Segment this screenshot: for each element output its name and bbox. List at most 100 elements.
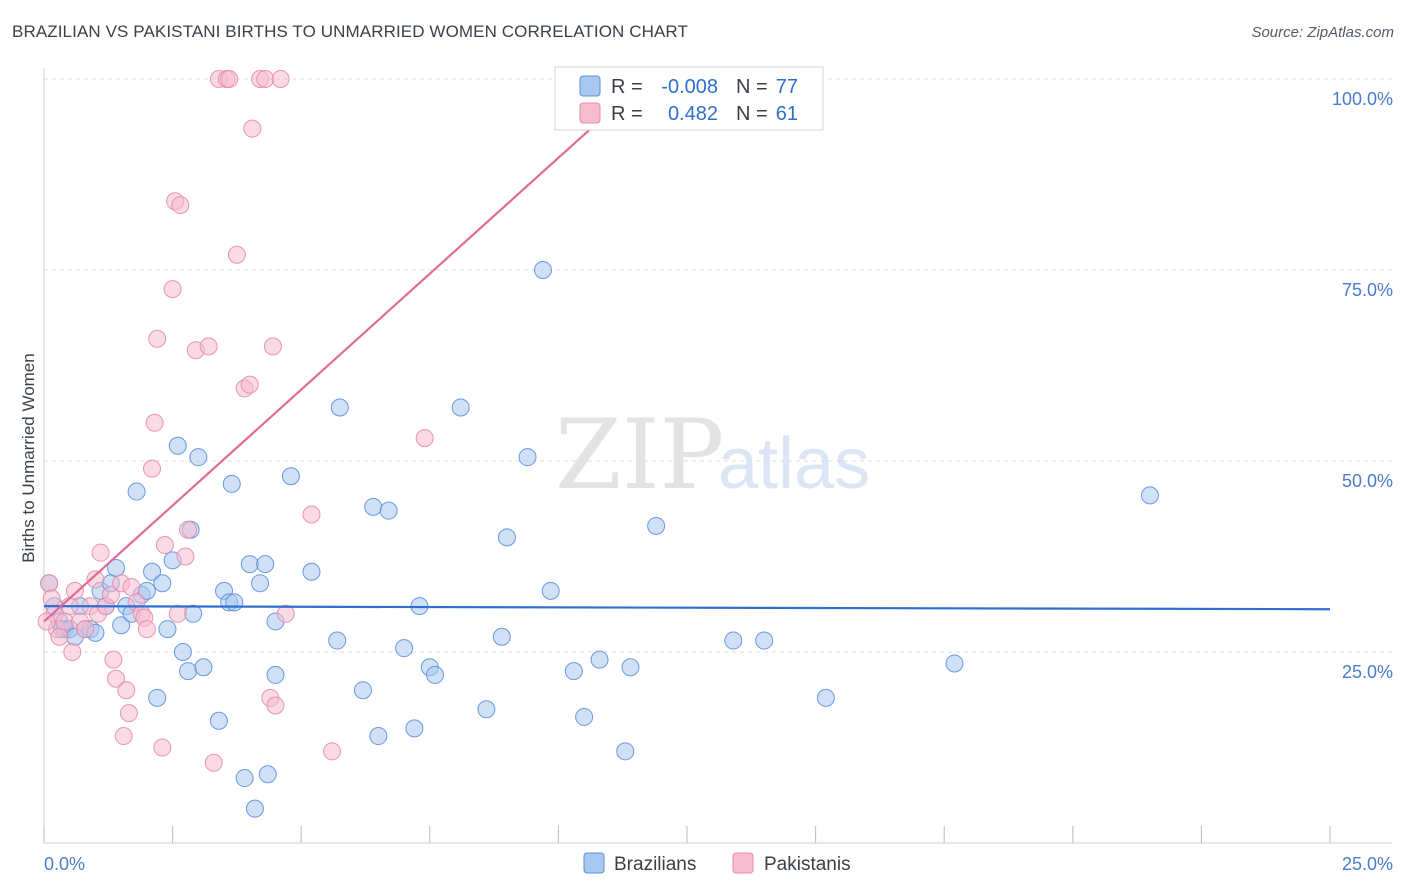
point-brazilians-70 — [621, 658, 640, 677]
point-brazilians-59 — [451, 398, 470, 417]
point-pakistanis-55 — [276, 604, 295, 623]
point-brazilians-62 — [497, 528, 516, 547]
point-pakistanis-28 — [143, 459, 162, 478]
trendline-brazilians — [43, 605, 1331, 611]
point-pakistanis-18 — [107, 669, 126, 688]
point-pakistanis-30 — [148, 329, 167, 348]
point-brazilians-52 — [369, 727, 388, 746]
point-pakistanis-37 — [176, 547, 195, 566]
point-pakistanis-48 — [243, 119, 262, 138]
point-brazilians-50 — [353, 681, 372, 700]
point-pakistanis-23 — [122, 578, 141, 597]
point-brazilians-55 — [405, 719, 424, 738]
point-pakistanis-52 — [263, 337, 282, 356]
point-brazilians-45 — [266, 665, 285, 684]
stats-swatch-brazilians — [579, 75, 601, 97]
point-brazilians-21 — [143, 562, 162, 581]
point-brazilians-73 — [755, 631, 774, 650]
point-pakistanis-35 — [168, 604, 187, 623]
legend-label-brazilians: Brazilians — [614, 854, 696, 875]
y-tick-label-100: 100.0% — [1332, 89, 1393, 109]
point-pakistanis-14 — [91, 543, 110, 562]
y-tick-labels: 25.0% 50.0% 75.0% 100.0% — [1332, 89, 1393, 682]
chart-title: BRAZILIAN VS PAKISTANI BIRTHS TO UNMARRI… — [12, 22, 688, 41]
point-brazilians-51 — [364, 497, 383, 516]
point-pakistanis-53 — [266, 696, 285, 715]
point-brazilians-49 — [330, 398, 349, 417]
watermark-atlas: atlas — [718, 424, 870, 504]
point-brazilians-41 — [251, 574, 270, 593]
point-brazilians-40 — [245, 799, 264, 818]
point-brazilians-18 — [127, 482, 146, 501]
point-pakistanis-1 — [42, 589, 61, 608]
point-brazilians-32 — [194, 658, 213, 677]
trendlines — [43, 78, 1331, 623]
point-brazilians-48 — [328, 631, 347, 650]
point-pakistanis-57 — [323, 742, 342, 761]
point-brazilians-54 — [395, 639, 414, 658]
legend: Brazilians Pakistanis — [583, 852, 851, 875]
point-brazilians-66 — [564, 662, 583, 681]
point-brazilians-42 — [256, 555, 275, 574]
stats-n-value-pakistanis: 61 — [776, 103, 798, 125]
point-brazilians-58 — [425, 665, 444, 684]
legend-swatch-brazilians — [583, 852, 605, 874]
point-brazilians-30 — [184, 604, 203, 623]
point-pakistanis-58 — [415, 429, 434, 448]
stats-r-value-brazilians: -0.008 — [661, 76, 718, 98]
point-pakistanis-27 — [137, 620, 156, 639]
point-brazilians-64 — [533, 261, 552, 279]
stats-n-label-brazilians: N = — [736, 76, 768, 98]
stats-r-value-pakistanis: 0.482 — [668, 103, 718, 125]
x-ticks — [43, 826, 1331, 843]
point-pakistanis-56 — [302, 505, 321, 524]
trendline-pakistanis — [43, 78, 647, 623]
point-pakistanis-22 — [119, 704, 138, 723]
stats-n-value-brazilians: 77 — [776, 76, 798, 98]
point-brazilians-63 — [518, 448, 537, 467]
watermark-zip: ZIP — [555, 399, 724, 511]
point-brazilians-43 — [258, 765, 277, 784]
point-pakistanis-10 — [76, 620, 95, 639]
point-pakistanis-7 — [63, 643, 82, 661]
point-pakistanis-29 — [145, 413, 164, 432]
point-pakistanis-5 — [55, 612, 74, 631]
point-brazilians-76 — [1140, 486, 1159, 505]
point-brazilians-60 — [477, 700, 496, 719]
x-tick-label-max: 25.0% — [1342, 854, 1393, 874]
point-brazilians-75 — [945, 654, 964, 673]
point-brazilians-38 — [235, 769, 254, 788]
point-brazilians-24 — [158, 620, 177, 639]
point-pakistanis-0 — [40, 574, 59, 593]
point-brazilians-71 — [647, 516, 666, 535]
point-pakistanis-17 — [104, 650, 123, 669]
point-brazilians-46 — [281, 467, 300, 486]
point-brazilians-74 — [816, 688, 835, 707]
point-pakistanis-41 — [204, 753, 223, 772]
point-pakistanis-50 — [256, 70, 275, 88]
point-brazilians-68 — [590, 650, 609, 669]
legend-label-pakistanis: Pakistanis — [764, 854, 851, 875]
point-brazilians-67 — [575, 707, 594, 726]
y-axis-label: Births to Unmarried Women — [19, 353, 38, 562]
stats-swatch-pakistanis — [579, 102, 601, 124]
point-brazilians-53 — [379, 501, 398, 520]
point-brazilians-65 — [541, 581, 560, 600]
point-pakistanis-21 — [117, 681, 136, 700]
stats-box: R = -0.008 N = 77 R = 0.482 N = 61 — [554, 66, 824, 131]
point-brazilians-36 — [222, 474, 241, 493]
point-pakistanis-60 — [37, 612, 56, 631]
stats-r-label-pakistanis: R = — [611, 103, 643, 125]
y-tick-label-25: 25.0% — [1342, 662, 1393, 682]
point-brazilians-69 — [616, 742, 635, 761]
point-brazilians-15 — [112, 616, 131, 635]
point-pakistanis-16 — [101, 585, 120, 604]
point-pakistanis-12 — [86, 570, 105, 589]
point-pakistanis-54 — [271, 70, 290, 88]
point-brazilians-47 — [302, 562, 321, 581]
point-brazilians-28 — [179, 662, 198, 681]
point-pakistanis-20 — [114, 727, 133, 746]
point-brazilians-72 — [724, 631, 743, 650]
series-pakistanis — [37, 70, 655, 772]
